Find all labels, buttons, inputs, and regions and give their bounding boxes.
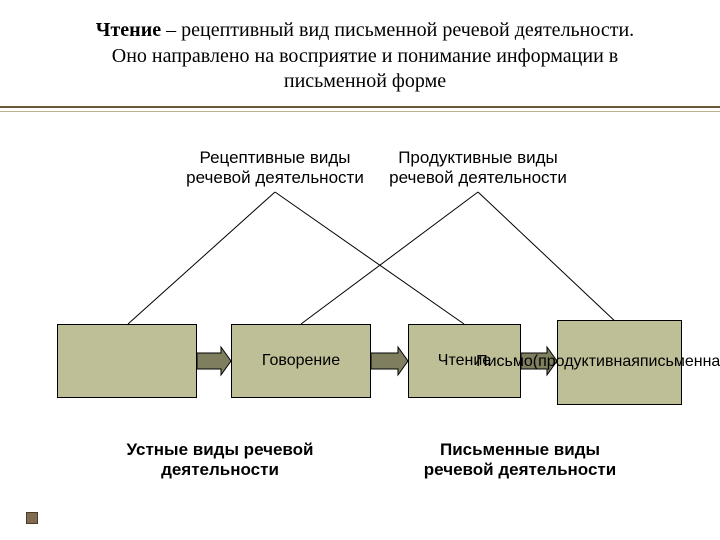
category-productive-line1: Продуктивные виды [398,148,558,167]
slide-stage: Чтение – рецептивный вид письменной рече… [0,0,720,540]
bottom-label-written: Письменные виды речевой деятельности [400,440,640,481]
title-underline-shadow [0,111,720,112]
category-receptive-line1: Рецептивные виды [199,148,350,167]
box-writing-line2: (продуктивная [533,353,640,371]
box-writing: Письмо (продуктивная письменная речь [557,320,682,405]
bottom-label-written-line1: Письменные виды [440,440,600,459]
title-rest: – рецептивный вид письменной речевой дея… [112,19,634,92]
title-underline-main [0,106,720,108]
box-empty [57,324,197,398]
category-productive-line2: речевой деятельности [389,168,567,187]
category-productive-label: Продуктивные виды речевой деятельности [378,148,578,189]
box-writing-line1: Письмо [476,353,533,371]
category-receptive-line2: речевой деятельности [186,168,364,187]
title-bold: Чтение [96,19,161,41]
category-receptive-label: Рецептивные виды речевой деятельности [180,148,370,189]
bottom-label-oral-line2: деятельности [161,460,279,479]
bottom-label-oral-line1: Устные виды речевой [127,440,314,459]
box-speaking-label: Говорение [262,352,340,370]
box-writing-line3: письменная [640,353,720,371]
bottom-label-oral: Устные виды речевой деятельности [105,440,335,481]
box-speaking: Говорение [231,324,371,398]
footer-bullet-icon [26,512,38,524]
bottom-label-written-line2: речевой деятельности [424,460,616,479]
slide-title: Чтение – рецептивный вид письменной рече… [95,18,635,95]
